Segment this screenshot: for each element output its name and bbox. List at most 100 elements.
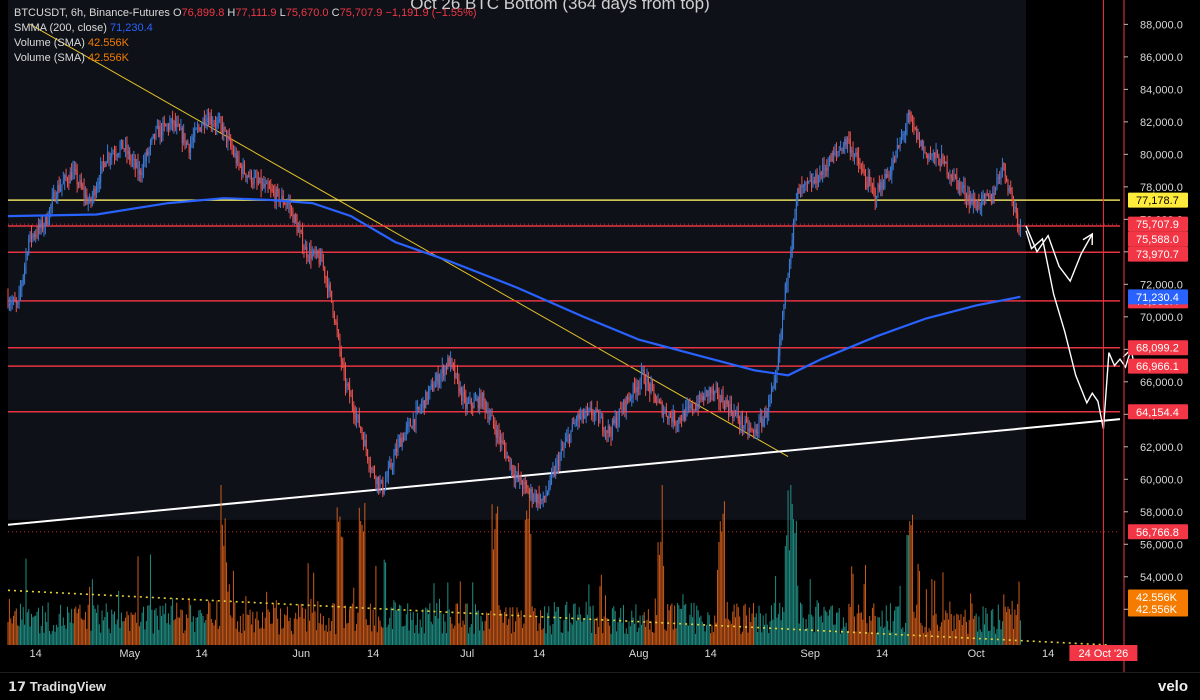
volume-bar xyxy=(450,616,452,645)
candle-body xyxy=(754,429,756,432)
candle-body xyxy=(667,415,669,420)
volume-bar xyxy=(938,631,940,645)
candle-body xyxy=(936,151,938,157)
candle-body xyxy=(343,364,345,372)
volume-bar xyxy=(360,521,362,645)
volume-bar xyxy=(339,516,341,645)
candle-body xyxy=(183,133,185,143)
volume-bar xyxy=(296,619,298,645)
volume-bar xyxy=(656,615,658,645)
candle-body xyxy=(931,154,933,157)
volume-bar xyxy=(432,624,434,645)
candle-body xyxy=(982,194,984,196)
volume-bar xyxy=(512,607,514,645)
volume-bar xyxy=(841,628,843,645)
candle-body xyxy=(522,484,524,490)
candle-body xyxy=(62,180,64,185)
candle-body xyxy=(631,397,633,399)
volume-bar xyxy=(126,611,128,645)
volume-bar xyxy=(230,615,232,645)
date-marker-label: 24 Oct '26 xyxy=(1079,648,1129,660)
candle-body xyxy=(94,188,96,196)
candle-body xyxy=(553,470,555,476)
volume-bar xyxy=(798,623,800,645)
volume-bar xyxy=(469,627,471,645)
volume-bar xyxy=(585,601,587,645)
candle-body xyxy=(452,363,454,367)
volume-bar xyxy=(495,513,497,645)
volume-bar xyxy=(291,630,293,645)
candle-body xyxy=(184,133,186,145)
candle-body xyxy=(896,145,898,152)
volume-bar xyxy=(618,617,620,645)
candle-body xyxy=(494,424,496,430)
candle-body xyxy=(22,275,24,284)
volume-legend-row-1[interactable]: Volume (SMA) 42.556K xyxy=(14,36,477,51)
candle-body xyxy=(176,123,178,128)
candle-body xyxy=(278,190,280,203)
volume-bar xyxy=(91,579,93,645)
candle-body xyxy=(822,164,824,175)
candle-body xyxy=(512,465,514,474)
tradingview-logo[interactable]: 𝟭𝟳 TradingView xyxy=(8,679,106,695)
open-value: 76,899.8 xyxy=(181,7,225,19)
candle-body xyxy=(91,196,93,202)
volume-bar xyxy=(127,615,129,645)
volume-bar xyxy=(813,632,815,645)
volume-bar xyxy=(354,630,356,645)
volume-bar xyxy=(54,631,56,645)
volume-bar xyxy=(244,630,246,645)
volume-bar xyxy=(122,621,124,645)
candle-body xyxy=(86,194,88,204)
volume-bar xyxy=(286,606,288,645)
candle-body xyxy=(701,396,703,400)
candle-body xyxy=(267,182,269,188)
candle-body xyxy=(201,125,203,132)
volume-bar xyxy=(663,565,665,645)
volume-bar xyxy=(111,609,113,645)
candle-body xyxy=(585,409,587,416)
candle-body xyxy=(425,391,427,409)
candle-body xyxy=(766,412,768,418)
candle-body xyxy=(450,358,452,366)
candle-body xyxy=(105,161,107,167)
volume-bar xyxy=(7,621,9,645)
candle-body xyxy=(152,133,154,138)
candle-body xyxy=(523,481,525,490)
candle-body xyxy=(219,119,221,121)
smma-legend-row[interactable]: SMMA (200, close) 71,230.4 xyxy=(14,21,477,36)
candle-body xyxy=(564,441,566,446)
volume-bar xyxy=(102,620,104,645)
candle-body xyxy=(747,421,749,432)
symbol-ohlc-row[interactable]: BTCUSDT, 6h, Binance-Futures O76,899.8 H… xyxy=(14,6,477,21)
candle-body xyxy=(831,152,833,162)
candle-body xyxy=(520,476,522,485)
candle-body xyxy=(961,187,963,189)
candle-body xyxy=(369,466,371,470)
volume-value-1: 42.556K xyxy=(87,37,129,49)
volume-bar xyxy=(887,621,889,645)
volume-bar xyxy=(310,598,312,645)
volume-bar xyxy=(101,610,103,645)
candle-body xyxy=(96,188,98,196)
volume-bar xyxy=(436,603,438,645)
volume-legend-row-2[interactable]: Volume (SMA) 42.556K xyxy=(14,51,477,66)
volume-bar xyxy=(264,617,266,645)
volume-bar xyxy=(83,619,85,645)
volume-bar xyxy=(350,608,352,645)
volume-bar xyxy=(747,632,749,645)
volume-bar xyxy=(719,521,721,645)
volume-bar xyxy=(728,619,730,645)
volume-bar xyxy=(1010,614,1012,645)
candle-body xyxy=(479,393,481,409)
candle-body xyxy=(865,175,867,183)
volume-bar xyxy=(332,602,334,645)
volume-bar xyxy=(790,485,792,645)
candle-body xyxy=(271,189,273,191)
volume-bar xyxy=(588,584,590,645)
candle-body xyxy=(587,409,589,411)
volume-bar xyxy=(959,620,961,645)
candle-body xyxy=(1003,163,1005,165)
candle-body xyxy=(808,181,810,183)
price-chart[interactable]: 88,000.086,000.084,000.082,000.080,000.0… xyxy=(0,0,1200,672)
